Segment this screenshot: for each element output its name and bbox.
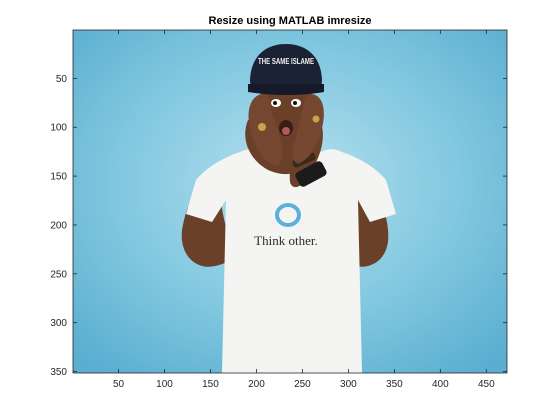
y-tick-label: 50 — [56, 74, 68, 85]
x-tick-label: 450 — [478, 379, 495, 390]
ring-left — [258, 123, 266, 131]
x-axis-ticks: 50 100 150 200 250 300 350 400 450 — [113, 30, 495, 390]
left-hand — [248, 94, 283, 166]
cap-text: THE SAME ISLAME — [258, 57, 315, 66]
shirt-text: Think other. — [254, 233, 318, 248]
ring-right — [312, 115, 320, 123]
x-tick-label: 300 — [340, 379, 357, 390]
mouth-inner — [282, 127, 290, 135]
y-tick-label: 250 — [50, 269, 67, 280]
y-tick-label: 100 — [50, 123, 67, 134]
person-figure: THE SAME ISLAME Think other. — [181, 44, 396, 373]
wristwatch — [295, 161, 327, 187]
axes-box — [72, 29, 508, 374]
left-pupil — [273, 101, 277, 105]
y-tick-label: 150 — [50, 172, 67, 183]
x-tick-label: 400 — [432, 379, 449, 390]
cap-brim — [248, 84, 324, 95]
x-tick-label: 100 — [156, 379, 173, 390]
figure-title: Resize using MATLAB imresize — [209, 15, 372, 27]
t-shirt — [186, 149, 396, 373]
x-tick-label: 200 — [248, 379, 265, 390]
shirt-logo — [275, 203, 301, 227]
y-axis-ticks: 50 100 150 200 250 300 350 — [50, 74, 507, 378]
cap — [250, 44, 322, 90]
right-hand — [292, 94, 324, 164]
displayed-image: THE SAME ISLAME Think other. — [73, 30, 507, 373]
right-pupil — [293, 101, 297, 105]
y-tick-label: 200 — [50, 220, 67, 231]
x-tick-label: 50 — [113, 379, 125, 390]
x-tick-label: 350 — [386, 379, 403, 390]
x-tick-label: 250 — [294, 379, 311, 390]
y-tick-label: 300 — [50, 318, 67, 329]
y-tick-label: 350 — [50, 367, 67, 378]
x-tick-label: 150 — [202, 379, 219, 390]
